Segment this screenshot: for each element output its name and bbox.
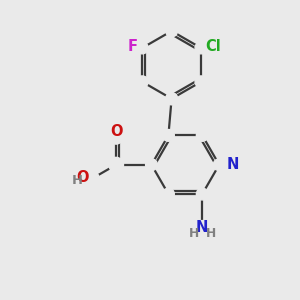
Text: Cl: Cl bbox=[206, 39, 221, 54]
Circle shape bbox=[196, 188, 208, 200]
Text: H: H bbox=[189, 227, 199, 240]
Circle shape bbox=[136, 76, 148, 88]
Text: O: O bbox=[110, 124, 122, 139]
Text: O: O bbox=[76, 170, 89, 185]
Circle shape bbox=[110, 132, 122, 144]
Circle shape bbox=[195, 76, 207, 88]
Circle shape bbox=[163, 130, 174, 141]
Circle shape bbox=[195, 42, 207, 54]
Circle shape bbox=[136, 42, 148, 54]
Circle shape bbox=[166, 93, 178, 105]
Text: H: H bbox=[71, 174, 82, 188]
Circle shape bbox=[166, 93, 178, 105]
Circle shape bbox=[163, 188, 174, 200]
Circle shape bbox=[166, 25, 178, 37]
Circle shape bbox=[146, 159, 158, 171]
Circle shape bbox=[109, 158, 124, 172]
Circle shape bbox=[87, 172, 99, 184]
Text: N: N bbox=[226, 157, 239, 172]
Circle shape bbox=[213, 159, 225, 171]
Text: F: F bbox=[128, 39, 138, 54]
Text: N: N bbox=[196, 220, 208, 236]
Circle shape bbox=[196, 220, 208, 232]
Text: H: H bbox=[206, 227, 216, 240]
Circle shape bbox=[196, 130, 208, 141]
